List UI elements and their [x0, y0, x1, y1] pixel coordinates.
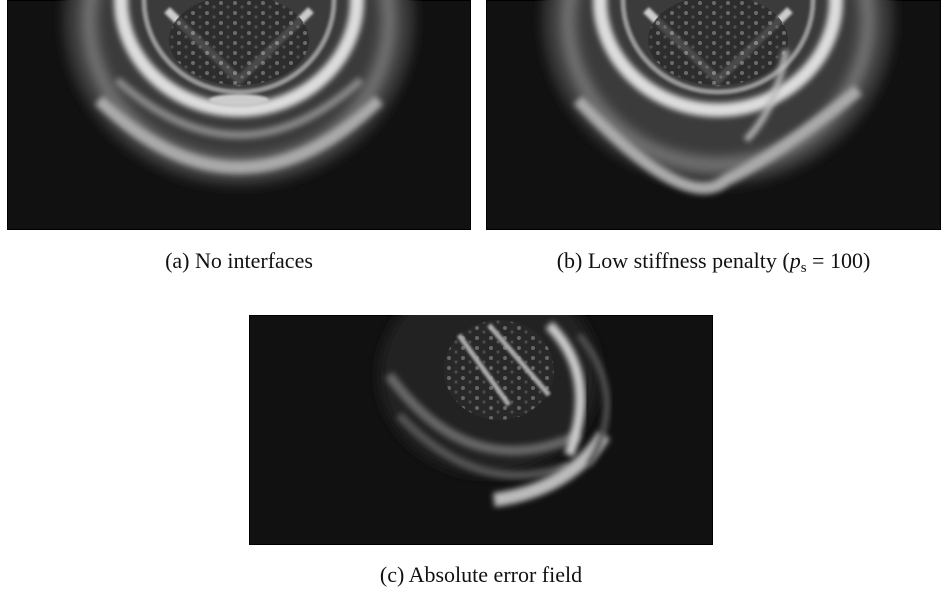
caption: (c) Absolute error field — [249, 562, 713, 588]
math: (ps = 100) — [782, 248, 870, 273]
caption-label: (c) — [380, 562, 404, 587]
error-field — [249, 315, 713, 545]
image-a — [7, 0, 471, 230]
math-op: = — [812, 248, 824, 273]
paren: ) — [863, 248, 870, 273]
caption-text: No interfaces — [195, 248, 313, 273]
image-c — [249, 315, 713, 545]
page: (a) No interfaces (b) Low stiffness pena… — [0, 0, 941, 591]
caption-text: Absolute error field — [409, 562, 583, 587]
caption-label: (b) — [557, 248, 583, 273]
math-sub: s — [801, 260, 807, 276]
caption-label: (a) — [165, 248, 189, 273]
caption: (a) No interfaces — [7, 248, 471, 274]
wave-field — [7, 0, 471, 230]
paren: ( — [782, 248, 789, 273]
math-var: p — [790, 248, 801, 273]
caption-text: Low stiffness penalty — [588, 248, 777, 273]
math-rhs: 100 — [830, 248, 863, 273]
wave-field — [486, 0, 941, 230]
caption: (b) Low stiffness penalty (ps = 100) — [486, 248, 941, 274]
image-b — [486, 0, 941, 230]
